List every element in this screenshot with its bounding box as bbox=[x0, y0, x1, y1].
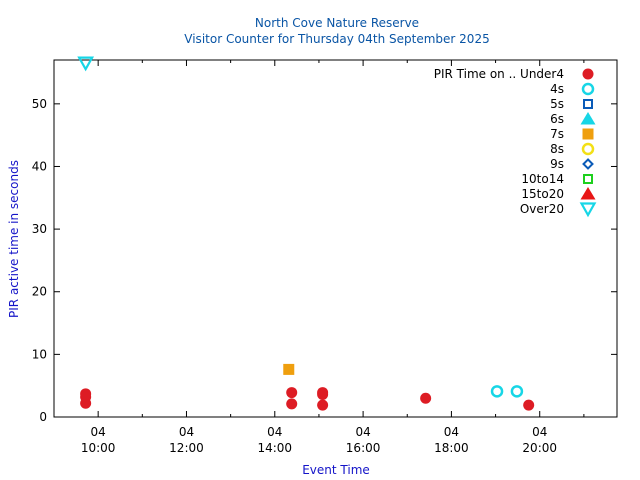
legend-marker bbox=[581, 82, 595, 96]
legend-entry-label: 4s bbox=[550, 82, 564, 96]
legend-entry-label: 5s bbox=[550, 97, 564, 111]
legend-entry-label: 7s bbox=[550, 127, 564, 141]
legend-marker bbox=[582, 128, 594, 140]
y-tick-label: 10 bbox=[32, 347, 47, 361]
x-axis: 04 10:00 04 12:00 04 14:00 04 16:00 04 18:00 04 20:… bbox=[53, 60, 585, 455]
legend-marker bbox=[581, 142, 595, 156]
legend-marker bbox=[580, 187, 596, 200]
y-tick-label: 40 bbox=[32, 159, 47, 173]
legend-entry-label: 8s bbox=[550, 142, 564, 156]
data-point bbox=[286, 398, 298, 410]
x-tick-label-time: 14:00 bbox=[257, 441, 292, 455]
data-point bbox=[510, 385, 524, 398]
data-point bbox=[77, 56, 95, 72]
legend-entry-label: 6s bbox=[550, 112, 564, 126]
legend-entry-label: Over20 bbox=[520, 202, 564, 216]
y-axis-label: PIR active time in seconds bbox=[7, 160, 21, 318]
data-point bbox=[286, 387, 298, 399]
data-point bbox=[283, 363, 295, 375]
legend-entry-label: 9s bbox=[550, 157, 564, 171]
plot-area-frame bbox=[53, 59, 618, 418]
x-tick-label-day: 04 bbox=[179, 425, 194, 439]
legend-entry-label: 10to14 bbox=[521, 172, 564, 186]
x-tick-label-time: 16:00 bbox=[346, 441, 381, 455]
legend-marker bbox=[583, 174, 593, 184]
y-tick-label: 50 bbox=[32, 97, 47, 111]
legend-marker bbox=[579, 202, 597, 218]
legend-entry-label: 15to20 bbox=[521, 187, 564, 201]
y-tick-label: 30 bbox=[32, 222, 47, 236]
x-tick-label-day: 04 bbox=[355, 425, 370, 439]
legend-marker bbox=[580, 112, 596, 125]
data-point bbox=[80, 388, 92, 400]
legend-entry-label: PIR Time on .. Under4 bbox=[434, 67, 564, 81]
x-tick-label-day: 04 bbox=[91, 425, 106, 439]
data-point bbox=[523, 399, 535, 411]
x-tick-label-time: 12:00 bbox=[169, 441, 204, 455]
data-point bbox=[317, 399, 329, 411]
x-tick-label-day: 04 bbox=[532, 425, 547, 439]
x-tick-label-day: 04 bbox=[267, 425, 282, 439]
x-tick-label-time: 18:00 bbox=[434, 441, 469, 455]
legend-marker bbox=[583, 99, 593, 109]
data-point bbox=[490, 385, 504, 398]
legend-marker bbox=[582, 68, 594, 80]
x-tick-label-day: 04 bbox=[444, 425, 459, 439]
legend: PIR Time on .. Under44s5s6s7s8s9s10to141… bbox=[434, 67, 597, 218]
data-point bbox=[317, 388, 329, 400]
y-tick-label: 20 bbox=[32, 285, 47, 299]
x-axis-label: Event Time bbox=[302, 463, 370, 477]
y-tick-label: 0 bbox=[39, 410, 47, 424]
data-points bbox=[77, 56, 535, 411]
y-axis: 0 10 20 30 40 50 bbox=[32, 97, 617, 424]
x-tick-label-time: 20:00 bbox=[522, 441, 557, 455]
chart-title-line-2: Visitor Counter for Thursday 04th Septem… bbox=[184, 32, 489, 46]
data-point bbox=[420, 392, 432, 404]
legend-marker bbox=[582, 158, 594, 170]
x-tick-label-time: 10:00 bbox=[81, 441, 116, 455]
chart-title-line-1: North Cove Nature Reserve bbox=[255, 16, 419, 30]
